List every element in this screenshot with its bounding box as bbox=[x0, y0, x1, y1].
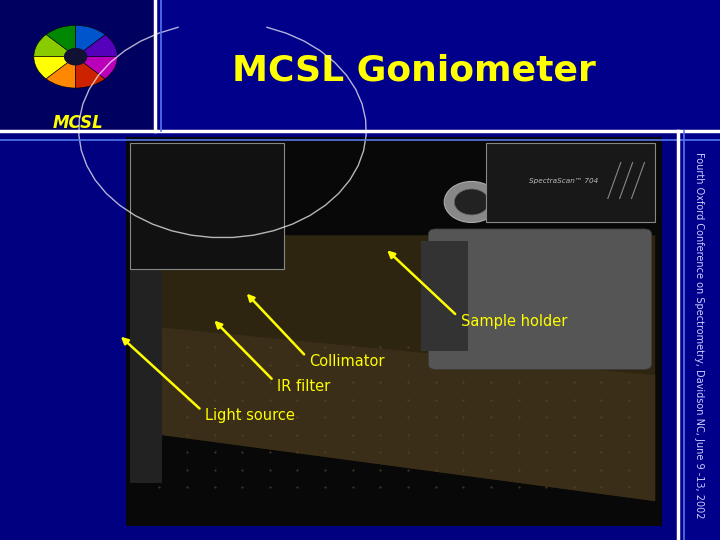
Text: IR filter: IR filter bbox=[277, 379, 330, 394]
Text: Fourth Oxford Conference on Spectrometry, Davidson NC, June 9 -13, 2002: Fourth Oxford Conference on Spectrometry… bbox=[694, 152, 704, 518]
Wedge shape bbox=[76, 57, 105, 88]
Bar bbox=[130, 269, 162, 483]
Bar bbox=[0, 0, 155, 131]
Circle shape bbox=[444, 181, 499, 222]
Text: Collimator: Collimator bbox=[310, 354, 385, 369]
Wedge shape bbox=[46, 57, 76, 88]
Wedge shape bbox=[76, 57, 117, 79]
Bar bbox=[130, 143, 284, 269]
Polygon shape bbox=[133, 325, 655, 501]
Wedge shape bbox=[34, 35, 76, 57]
Wedge shape bbox=[46, 25, 76, 57]
Bar bbox=[126, 137, 662, 526]
Bar bbox=[421, 241, 468, 351]
Wedge shape bbox=[76, 25, 105, 57]
FancyBboxPatch shape bbox=[428, 229, 652, 369]
Text: SpectraScan™ 704: SpectraScan™ 704 bbox=[529, 178, 598, 184]
Bar bbox=[486, 143, 655, 222]
Bar bbox=[0, 131, 678, 540]
Text: Sample holder: Sample holder bbox=[461, 314, 567, 329]
Wedge shape bbox=[34, 57, 76, 79]
Polygon shape bbox=[133, 235, 655, 501]
Text: MCSL Goniometer: MCSL Goniometer bbox=[232, 53, 596, 87]
Wedge shape bbox=[76, 35, 117, 57]
Wedge shape bbox=[64, 48, 87, 65]
Circle shape bbox=[454, 189, 489, 215]
Text: MCSL: MCSL bbox=[53, 113, 103, 132]
Text: Light source: Light source bbox=[205, 408, 295, 423]
